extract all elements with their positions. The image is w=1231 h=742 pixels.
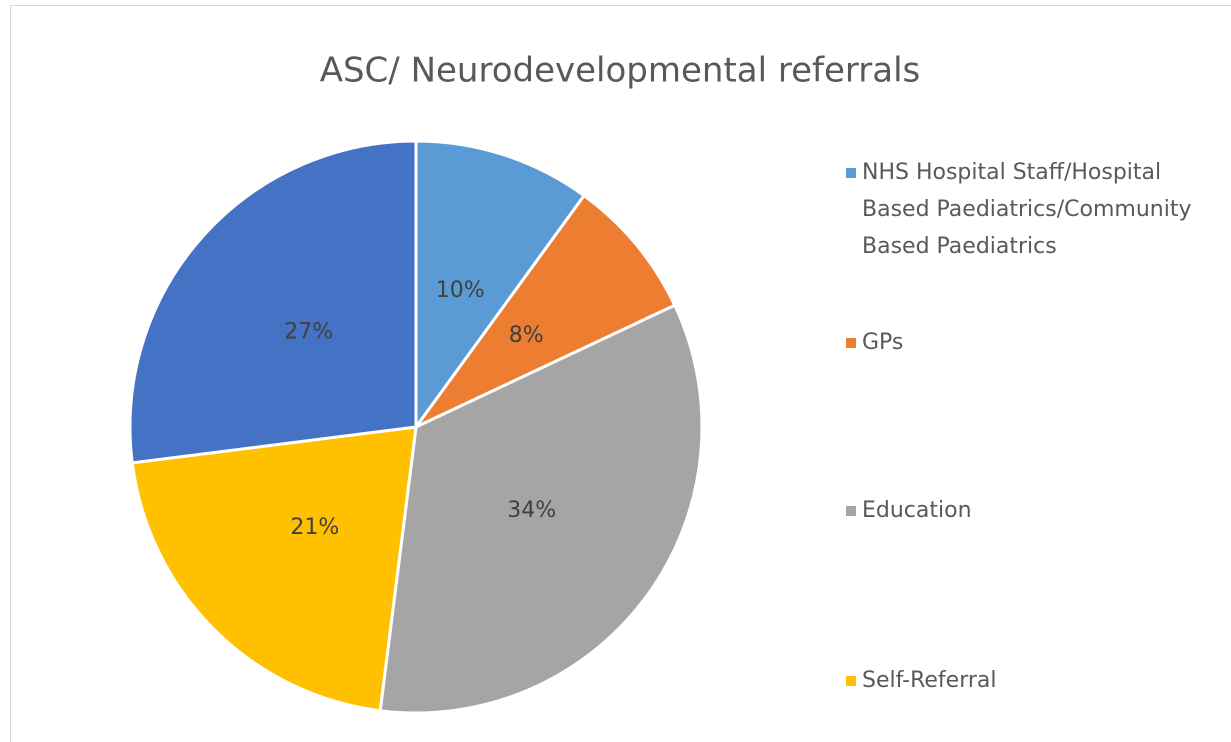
data-label: 10% [436,278,485,303]
legend-label: NHS Hospital Staff/Hospital Based Paedia… [862,160,1192,259]
data-label: 21% [290,515,339,540]
legend-swatch [846,506,856,516]
legend-swatch [846,338,856,348]
legend-label: Self-Referral [862,668,997,693]
data-label: 8% [509,323,544,348]
data-label: 27% [284,319,333,344]
pie-slice [128,139,418,465]
legend-label: Education [862,498,972,523]
chart-border [10,5,1231,742]
legend-swatch [846,168,856,178]
legend-label: GPs [862,330,904,355]
pie-slice [414,193,677,429]
pie-slice [130,425,418,713]
pie-slice [378,303,704,715]
chart-title: ASC/ Neurodevelopmental referrals [320,51,921,91]
legend-swatch [846,676,856,686]
pie-slice [414,139,587,432]
data-label: 34% [507,498,556,523]
